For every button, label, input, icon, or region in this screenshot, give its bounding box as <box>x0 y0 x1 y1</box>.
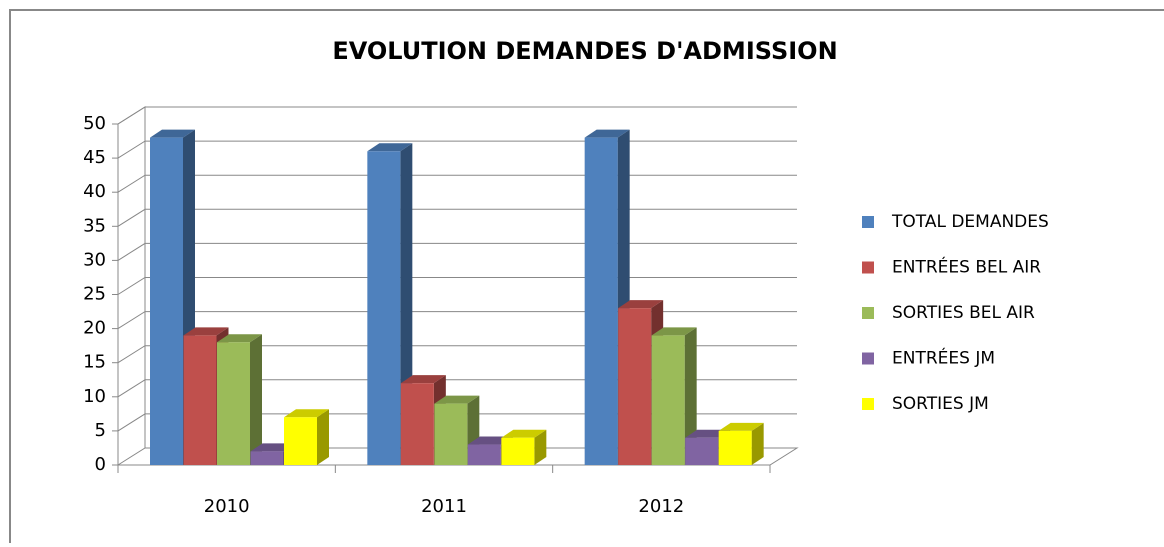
bar-top <box>183 327 229 336</box>
legend-swatch <box>862 307 874 319</box>
bar <box>618 308 652 465</box>
y-tick-label: 45 <box>83 147 106 168</box>
y-tick-label: 25 <box>83 284 106 305</box>
legend-swatch <box>862 261 874 274</box>
bar <box>501 437 535 465</box>
bar-side <box>684 327 697 465</box>
grid-line <box>117 208 797 227</box>
y-tick-label: 0 <box>95 454 106 475</box>
grid-line <box>117 447 797 466</box>
y-tick-label: 30 <box>83 249 106 270</box>
bar <box>150 137 183 465</box>
bar <box>651 335 685 465</box>
bar-top <box>651 327 697 336</box>
bar <box>217 342 250 465</box>
grid-line <box>117 345 797 364</box>
bar <box>367 151 401 465</box>
y-tick-label: 40 <box>83 181 106 202</box>
bar-side <box>751 422 764 465</box>
legend-swatch <box>862 352 874 365</box>
legend-label: TOTAL DEMANDES <box>891 212 1049 232</box>
bar-top <box>584 129 630 138</box>
bar-top <box>150 129 195 138</box>
legend-label: ENTRÉES JM <box>892 347 995 369</box>
grid-line <box>117 413 797 432</box>
y-tick-label: 20 <box>83 318 106 339</box>
bar-top <box>718 422 764 431</box>
grid-line <box>117 379 797 398</box>
grid-line <box>117 140 797 159</box>
x-tick-label: 2010 <box>204 496 250 517</box>
grid-line <box>117 174 797 193</box>
legend-swatch <box>862 398 874 410</box>
x-tick-label: 2012 <box>638 496 684 517</box>
bar <box>400 383 434 465</box>
bar <box>467 444 501 465</box>
bar <box>434 403 468 465</box>
grid-line <box>117 311 797 330</box>
bar-top <box>501 429 547 438</box>
bar-side <box>317 409 329 465</box>
legend-label: SORTIES BEL AIR <box>892 303 1035 323</box>
legend-label: ENTRÉES BEL AIR <box>892 256 1041 278</box>
bar <box>284 417 317 465</box>
bar-top <box>284 409 329 418</box>
bar <box>183 335 217 465</box>
bar-top <box>434 395 480 404</box>
bar-top <box>400 375 446 384</box>
chart-title: EVOLUTION DEMANDES D'ADMISSION <box>332 37 837 65</box>
y-tick-label: 15 <box>83 352 106 373</box>
y-tick-label: 35 <box>83 215 106 236</box>
y-tick-label: 50 <box>83 113 106 134</box>
legend-swatch <box>862 216 874 228</box>
x-tick-label: 2011 <box>421 496 467 517</box>
y-tick-label: 5 <box>95 420 106 441</box>
grid-line <box>117 277 797 295</box>
bar-side <box>534 429 547 465</box>
bar-side <box>250 334 262 465</box>
bar <box>250 451 284 465</box>
y-tick-label: 10 <box>83 386 106 407</box>
grid-line <box>117 242 797 261</box>
bar <box>718 430 752 465</box>
bar <box>685 437 719 465</box>
bar <box>584 137 618 465</box>
bar-top <box>217 334 262 343</box>
bar-top <box>618 300 664 309</box>
bar-top <box>367 143 413 152</box>
legend-label: SORTIES JM <box>892 394 989 414</box>
grid-line <box>117 106 797 125</box>
